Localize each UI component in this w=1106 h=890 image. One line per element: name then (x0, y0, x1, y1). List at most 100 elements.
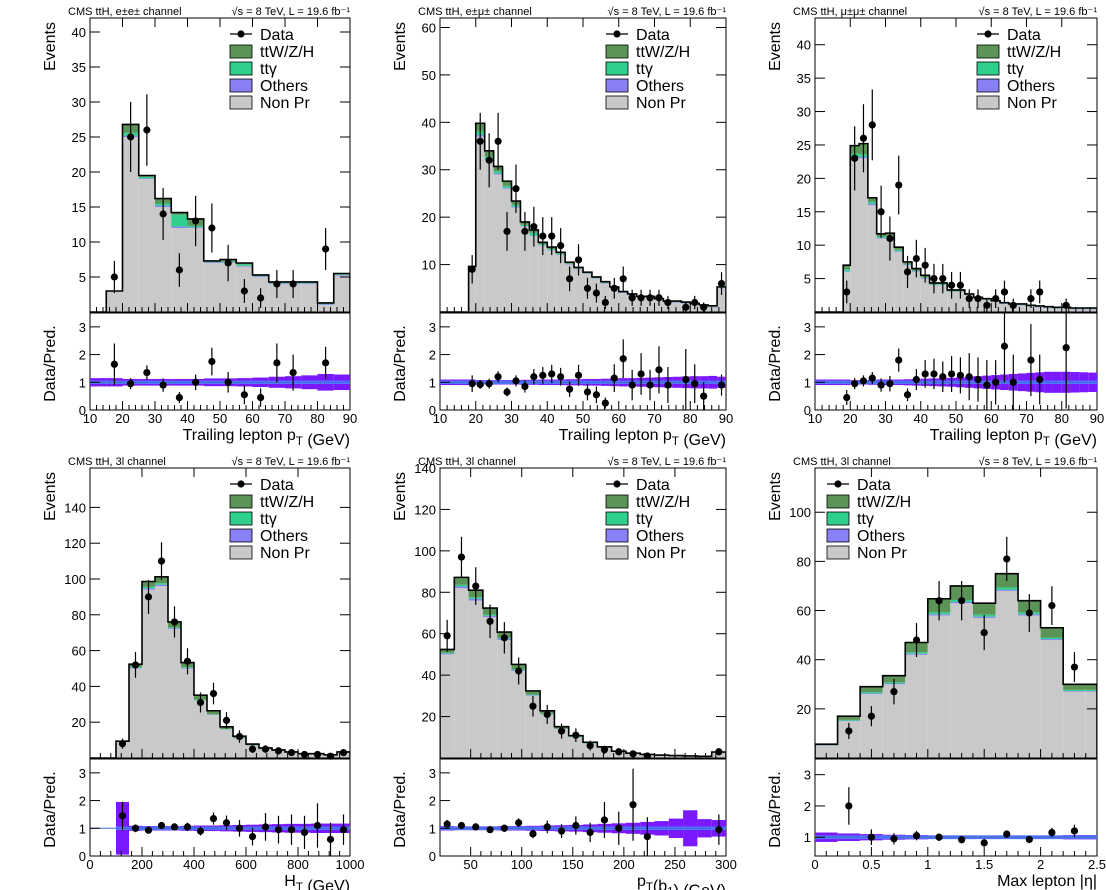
y-tick-label: 40 (422, 668, 436, 683)
data-point (287, 749, 296, 757)
y-tick-label: 60 (72, 644, 86, 659)
data-point (912, 254, 920, 263)
ratio-point (313, 821, 322, 830)
legend-label-ttg: ttγ (857, 511, 874, 528)
data-point (339, 749, 348, 757)
data-point (485, 156, 493, 164)
ratio-y-tick-label: 1 (804, 375, 811, 390)
nonprompt-bar (529, 236, 539, 312)
nonprompt-bar (333, 275, 350, 312)
nonprompt-bar (511, 207, 521, 312)
ratio-y-tick-label: 1 (429, 821, 436, 836)
panel-lumi: √s = 8 TeV, L = 19.6 fb⁻¹ (979, 456, 1098, 468)
x-tick-label: 30 (504, 411, 518, 426)
legend-label-ttv: ttW/Z/H (636, 44, 690, 61)
nonprompt-bar (947, 291, 956, 312)
ratio-y-axis-label: Data/Pred. (42, 771, 59, 847)
y-tick-label: 10 (72, 235, 86, 250)
y-axis-label: Events (767, 472, 784, 521)
y-tick-label: 5 (804, 272, 811, 287)
ratio-y-tick-label: 3 (804, 320, 811, 335)
x-tick-label: 0 (811, 857, 818, 872)
legend-label-others: Others (260, 78, 308, 95)
ratio-point (646, 381, 654, 389)
nonprompt-bar (138, 179, 155, 312)
data-point (468, 265, 476, 273)
data-point (539, 232, 547, 240)
nonprompt-bar (493, 174, 503, 312)
ratio-point (557, 373, 565, 381)
data-point (175, 266, 183, 274)
data-point (472, 582, 480, 590)
others-bar (317, 304, 334, 305)
ratio-point (1070, 827, 1079, 835)
legend-label-ttg: ttγ (1007, 61, 1024, 78)
ratio-point (287, 826, 296, 834)
x-tick-label: 400 (183, 857, 205, 872)
y-tick-label: 40 (797, 38, 811, 53)
y-tick-label: 20 (72, 165, 86, 180)
legend-label-nonpr: Non Pr (260, 545, 310, 562)
data-point (313, 750, 322, 759)
nonprompt-bar (956, 291, 965, 312)
data-point (261, 745, 270, 753)
ratio-point (980, 839, 988, 847)
prediction-outline (815, 572, 1097, 758)
ratio-point (691, 380, 699, 388)
panel-lumi: √s = 8 TeV, L = 19.6 fb⁻¹ (232, 6, 351, 18)
y-tick-label: 20 (797, 702, 811, 717)
nonprompt-bar (618, 293, 628, 312)
nonprompt-bar (672, 302, 682, 312)
nonprompt-bar (867, 205, 877, 312)
nonprompt-bar (301, 284, 318, 312)
stacked-histogram (440, 576, 726, 758)
x-tick-label: 30 (878, 411, 892, 426)
x-tick-label: 70 (278, 411, 292, 426)
ratio-point (600, 816, 609, 824)
x-tick-label: 80 (310, 411, 324, 426)
y-tick-label: 10 (797, 238, 811, 253)
ratio-y-tick-label: 1 (79, 375, 86, 390)
ratio-point (586, 828, 594, 837)
ratio-y-tick-label: 0 (804, 403, 811, 418)
y-tick-label: 60 (422, 20, 436, 35)
data-point (628, 294, 636, 302)
x-tick-label: 60 (984, 411, 998, 426)
data-point (655, 294, 663, 302)
legend-label-ttg: ttγ (260, 61, 277, 78)
ratio-point (539, 371, 547, 379)
x-tick-label: 1.5 (975, 857, 993, 872)
panel-lumi: √s = 8 TeV, L = 19.6 fb⁻¹ (232, 456, 351, 468)
legend-label-ttg: ttγ (260, 511, 277, 528)
y-tick-label: 100 (64, 572, 86, 587)
x-tick-label: 2 (1037, 857, 1044, 872)
ratio-point (1036, 375, 1044, 384)
x-tick-label: 1000 (336, 857, 365, 872)
data-point (715, 748, 723, 756)
ratio-point (557, 827, 566, 835)
nonprompt-bar (894, 251, 904, 312)
nonprompt-bar (903, 265, 912, 312)
ttgamma-bar (837, 719, 861, 721)
data-point (1000, 288, 1009, 296)
ratio-point (485, 380, 493, 388)
y-tick-label: 80 (422, 585, 436, 600)
plot-panel-1: 10 20 30 40 50 60 70 80 90 5 10 15 20 25 30 35 40 0 1 2 3 Tra… (42, 6, 357, 449)
ratio-point (144, 826, 153, 834)
ratio-y-axis-label: Data/Pred. (392, 325, 409, 401)
panel-title: CMS ttH, 3l channel (793, 456, 891, 468)
ratio-point (548, 370, 556, 378)
ratio-y-tick-label: 2 (429, 348, 436, 363)
ttgamma-bar (236, 264, 253, 266)
ratio-point (486, 826, 494, 834)
ttgamma-bar (1063, 689, 1086, 691)
data-point (877, 208, 885, 216)
ratio-point (257, 393, 265, 402)
nonprompt-bar (168, 629, 181, 758)
ratio-point (192, 378, 200, 386)
x-axis-label: HT (GeV) (284, 873, 350, 890)
nonprompt-bar (540, 714, 555, 758)
nonprompt-bar (538, 245, 548, 312)
x-tick-label: 50 (576, 411, 590, 426)
